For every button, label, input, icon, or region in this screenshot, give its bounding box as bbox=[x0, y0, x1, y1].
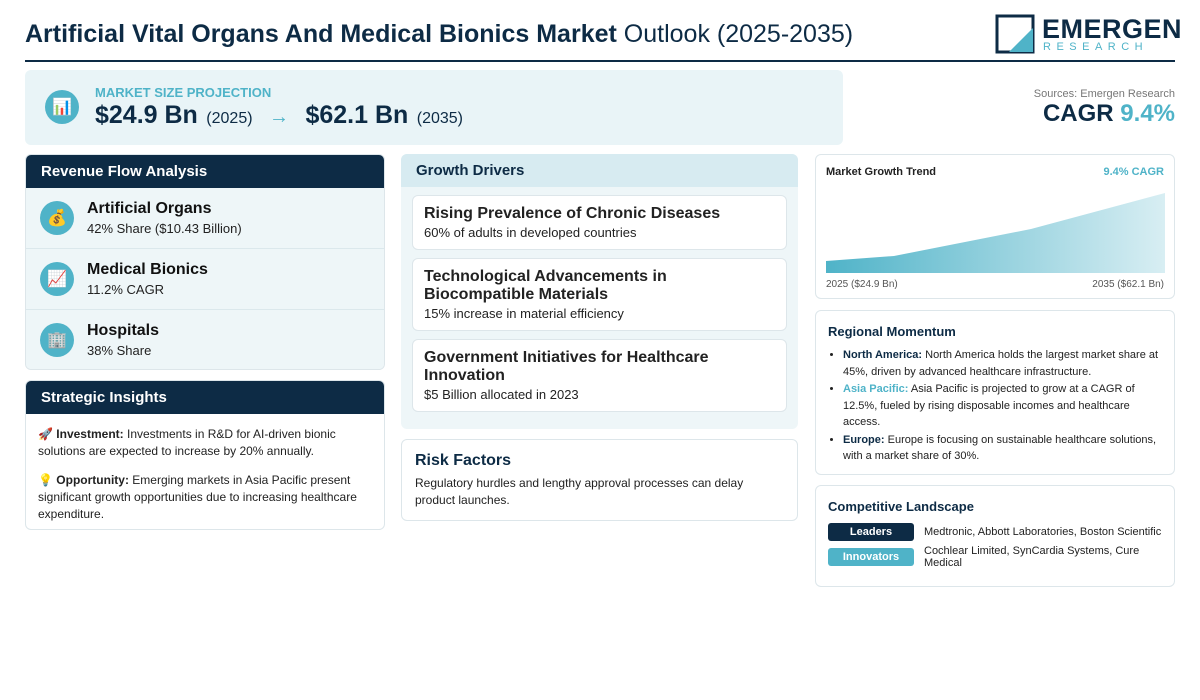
region-text: North America holds the largest market s… bbox=[843, 349, 1159, 378]
trend-title: Market Growth Trend bbox=[826, 166, 937, 178]
region-name: Asia Pacific: bbox=[843, 383, 909, 395]
revenue-text: Medical Bionics 11.2% CAGR bbox=[87, 261, 208, 297]
projection-values: $24.9 Bn (2025) → $62.1 Bn (2035) bbox=[95, 101, 463, 130]
insight-icon: 💡 bbox=[38, 473, 53, 487]
driver: Rising Prevalence of Chronic Diseases 60%… bbox=[412, 195, 787, 250]
driver-detail: 15% increase in material efficiency bbox=[424, 306, 624, 321]
card-header: Strategic Insights bbox=[26, 381, 384, 414]
end-value: $62.1 Bn bbox=[305, 101, 409, 129]
competitor-tag: Leaders bbox=[828, 523, 914, 541]
cagr: CAGR 9.4% bbox=[1043, 100, 1175, 128]
driver-name: Rising Prevalence of Chronic Diseases bbox=[424, 205, 721, 222]
start-value: $24.9 Bn bbox=[95, 101, 198, 129]
sources: Sources: Emergen Research bbox=[1033, 88, 1175, 100]
revenue-icon: 🏢 bbox=[40, 323, 74, 357]
risk-title: Risk Factors bbox=[415, 452, 512, 469]
revenue-text: Artificial Organs 42% Share ($10.43 Billi… bbox=[87, 200, 242, 236]
title: Artificial Vital Organs And Medical Bion… bbox=[25, 20, 853, 49]
risk-card: Risk Factors Regulatory hurdles and leng… bbox=[401, 439, 798, 521]
insights-card: Strategic Insights 🚀 Investment: Investm… bbox=[25, 380, 385, 530]
region-text: Asia Pacific is projected to grow at a C… bbox=[843, 383, 1135, 428]
competitor-text: Medtronic, Abbott Laboratories, Boston S… bbox=[924, 526, 1162, 538]
trend-cagr: 9.4% CAGR bbox=[1103, 166, 1164, 178]
region-text: Europe is focusing on sustainable health… bbox=[843, 433, 1157, 463]
trend-area bbox=[826, 193, 1165, 273]
logo-main: EMERGEN bbox=[1042, 14, 1183, 44]
region-item: Asia Pacific: Asia Pacific is projected … bbox=[843, 381, 1162, 431]
regional-title: Regional Momentum bbox=[828, 324, 956, 339]
cagr-value: 9.4% bbox=[1120, 100, 1175, 127]
revenue-row: 🏢 Hospitals 38% Share bbox=[26, 310, 384, 369]
logo-sub: RESEARCH bbox=[1043, 41, 1149, 53]
driver-detail: $5 Billion allocated in 2023 bbox=[424, 387, 579, 402]
insight-text: Emerging markets in Asia Pacific present… bbox=[38, 473, 357, 521]
insight: 🚀 Investment: Investments in R&D for AI-… bbox=[26, 426, 384, 460]
risk-text: Regulatory hurdles and lengthy approval … bbox=[415, 476, 744, 507]
insight-icon: 🚀 bbox=[38, 427, 53, 441]
competitive-title: Competitive Landscape bbox=[828, 499, 974, 514]
competitor-tag: Innovators bbox=[828, 548, 914, 566]
regional-card: Regional Momentum North America: North A… bbox=[815, 310, 1175, 475]
projection: 📊 MARKET SIZE PROJECTION $24.9 Bn (2025)… bbox=[25, 70, 843, 145]
competitor-row: Leaders Medtronic, Abbott Laboratories, B… bbox=[828, 523, 1162, 541]
trend-start: 2025 ($24.9 Bn) bbox=[826, 279, 898, 290]
revenue-name: Hospitals bbox=[87, 322, 160, 339]
revenue-row: 📈 Medical Bionics 11.2% CAGR bbox=[26, 249, 384, 310]
trend-card: Market Growth Trend 9.4% CAGR 2025 ($24.… bbox=[815, 154, 1175, 299]
region-name: North America: bbox=[843, 349, 923, 361]
insight-text: Investments in R&D for AI-driven bionic … bbox=[38, 427, 336, 458]
cagr-label: CAGR bbox=[1042, 100, 1114, 127]
revenue-detail: 11.2% CAGR bbox=[87, 282, 165, 297]
projection-icon: 📊 bbox=[45, 90, 79, 124]
revenue-name: Medical Bionics bbox=[87, 261, 208, 278]
insight-label: Opportunity: bbox=[56, 473, 129, 487]
title-rest: Outlook (2025-2035) bbox=[623, 20, 854, 48]
driver: Technological Advancements in Biocompati… bbox=[412, 258, 787, 331]
arrow: → bbox=[269, 106, 289, 128]
projection-label: MARKET SIZE PROJECTION bbox=[95, 85, 272, 100]
revenue-icon: 📈 bbox=[40, 262, 74, 296]
revenue-name: Artificial Organs bbox=[87, 200, 212, 217]
title-bold: Artificial Vital Organs And Medical Bion… bbox=[25, 20, 617, 48]
card-header: Revenue Flow Analysis bbox=[26, 155, 384, 188]
drivers-card: Growth Drivers Rising Prevalence of Chro… bbox=[401, 154, 798, 429]
end-year: (2035) bbox=[416, 110, 463, 127]
region-name: Europe: bbox=[843, 433, 885, 446]
regional-list: North America: North America holds the l… bbox=[828, 347, 1162, 465]
revenue-row: 💰 Artificial Organs 42% Share ($10.43 Bill… bbox=[26, 188, 384, 249]
competitor-text: Cochlear Limited, SynCardia Systems, Cur… bbox=[924, 545, 1140, 569]
revenue-text: Hospitals 38% Share bbox=[87, 322, 159, 358]
revenue-card: Revenue Flow Analysis 💰 Artificial Organs… bbox=[25, 154, 385, 370]
logo-mark bbox=[995, 14, 1035, 54]
region-item: Europe: Europe is focusing on sustainabl… bbox=[843, 432, 1162, 465]
divider bbox=[25, 60, 1175, 62]
revenue-detail: 42% Share ($10.43 Billion) bbox=[87, 221, 242, 236]
trend-end: 2035 ($62.1 Bn) bbox=[1092, 279, 1164, 290]
driver: Government Initiatives for Healthcare In… bbox=[412, 339, 787, 412]
driver-detail: 60% of adults in developed countries bbox=[424, 225, 637, 240]
driver-name: Government Initiatives for Healthcare In… bbox=[424, 349, 709, 384]
start-year: (2025) bbox=[206, 110, 253, 127]
revenue-detail: 38% Share bbox=[87, 343, 152, 358]
competitor-row: Innovators Cochlear Limited, SynCardia Sy… bbox=[828, 545, 1162, 569]
revenue-icon: 💰 bbox=[40, 201, 74, 235]
region-item: North America: North America holds the l… bbox=[843, 347, 1162, 380]
driver-name: Technological Advancements in Biocompati… bbox=[424, 268, 667, 303]
card-header: Growth Drivers bbox=[401, 154, 798, 187]
insight: 💡 Opportunity: Emerging markets in Asia … bbox=[26, 472, 384, 523]
logo: EMERGEN RESEARCH bbox=[995, 14, 1182, 56]
insight-label: Investment: bbox=[56, 427, 124, 441]
competitive-card: Competitive Landscape Leaders Medtronic, … bbox=[815, 485, 1175, 587]
